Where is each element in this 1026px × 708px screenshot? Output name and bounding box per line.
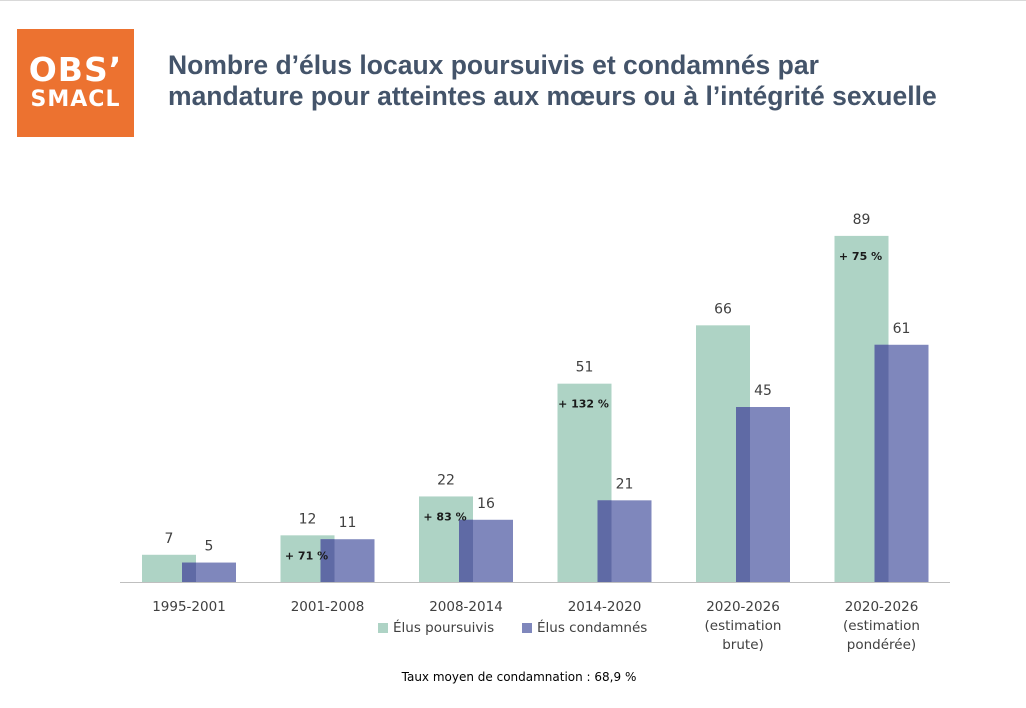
legend-swatch-condamnes — [522, 623, 532, 633]
bar-overlap — [874, 344, 889, 582]
growth-annotation: + 75 % — [839, 250, 882, 263]
logo-line-1: OBS’ — [28, 50, 123, 89]
data-label-condamnes: 45 — [754, 383, 772, 399]
data-label-poursuivis: 51 — [576, 360, 594, 376]
chart-title: Nombre d’élus locaux poursuivis et conda… — [168, 50, 1018, 112]
x-tick-label: 1995-2001 — [152, 599, 226, 615]
x-tick-label: 2001-2008 — [291, 599, 365, 615]
bar-overlap — [182, 562, 196, 582]
x-tick-label: 2008-2014 — [429, 599, 503, 615]
growth-annotation: + 83 % — [423, 510, 466, 523]
bar-overlap — [597, 500, 612, 582]
logo-line-2: SMACL — [30, 87, 121, 112]
data-label-poursuivis: 22 — [437, 472, 455, 488]
data-label-condamnes: 16 — [477, 496, 495, 512]
data-label-poursuivis: 89 — [853, 212, 871, 228]
data-label-poursuivis: 7 — [165, 531, 174, 547]
x-tick-label: pondérée) — [847, 637, 916, 653]
bar-overlap — [320, 539, 335, 582]
x-tick-label: 2020-2026 — [706, 599, 780, 615]
x-tick-label: 2014-2020 — [568, 599, 642, 615]
data-label-condamnes: 21 — [616, 476, 634, 492]
legend-label-condamnes: Élus condamnés — [537, 619, 647, 636]
obs-smacl-logo: OBS’ SMACL — [17, 29, 134, 137]
growth-annotation: + 71 % — [285, 549, 328, 562]
bar-overlap — [736, 407, 750, 582]
top-divider — [0, 0, 1026, 1]
data-label-poursuivis: 12 — [299, 511, 317, 527]
data-label-condamnes: 61 — [893, 321, 911, 337]
conviction-rate-caption: Taux moyen de condamnation : 68,9 % — [401, 670, 637, 684]
legend-swatch-poursuivis — [378, 623, 388, 633]
bar-overlap — [459, 519, 473, 582]
growth-annotation: + 132 % — [558, 398, 609, 411]
data-label-condamnes: 11 — [339, 515, 357, 531]
x-tick-label: 2020-2026 — [845, 599, 919, 615]
legend-label-poursuivis: Élus poursuivis — [393, 619, 494, 636]
chart-title-line-2: mandature pour atteintes aux mœurs ou à … — [168, 81, 937, 111]
x-tick-label: (estimation — [843, 618, 920, 634]
data-label-condamnes: 5 — [205, 539, 214, 555]
x-tick-label: (estimation — [705, 618, 782, 634]
data-label-poursuivis: 66 — [714, 301, 732, 317]
chart-title-line-1: Nombre d’élus locaux poursuivis et conda… — [168, 50, 819, 80]
x-tick-label: brute) — [722, 637, 764, 653]
